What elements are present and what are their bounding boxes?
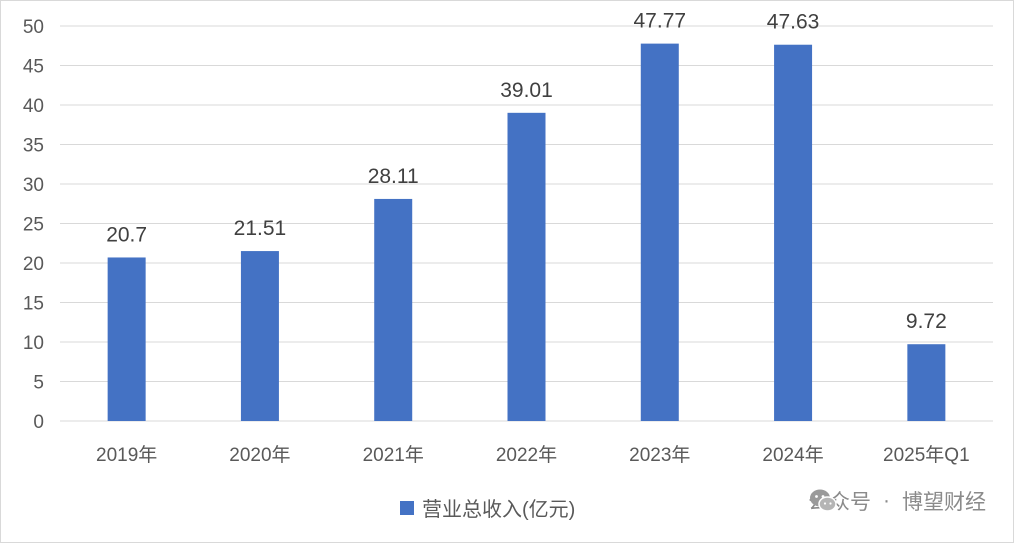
- watermark: 公众号 · 博望财经: [808, 486, 986, 516]
- y-tick-label: 25: [23, 215, 44, 236]
- x-tick-label: 2020年: [229, 444, 290, 466]
- y-tick-label: 15: [23, 294, 44, 315]
- bars: [107, 43, 946, 422]
- legend-swatch: [400, 500, 414, 515]
- data-label: 21.51: [234, 217, 287, 240]
- gridlines: [60, 25, 993, 422]
- bar: [507, 112, 546, 422]
- x-tick-label: 2024年: [762, 444, 823, 466]
- x-tick-label: 2025年Q1: [883, 444, 970, 466]
- y-tick-label: 10: [23, 333, 44, 354]
- x-tick-label: 2021年: [363, 444, 424, 466]
- x-tick-label: 2022年: [496, 444, 557, 466]
- y-tick-label: 20: [23, 254, 44, 275]
- bar: [240, 251, 279, 421]
- x-tick-label: 2023年: [629, 444, 690, 466]
- y-tick-label: 45: [23, 57, 44, 78]
- legend-label: 营业总收入(亿元): [422, 499, 576, 521]
- y-tick-label: 50: [23, 17, 44, 38]
- y-axis-ticks: 0 5 10 15 20 25 30 35 40 45 50: [23, 17, 44, 433]
- y-tick-label: 35: [23, 136, 44, 157]
- bar: [107, 257, 146, 421]
- y-tick-label: 0: [33, 412, 44, 433]
- y-tick-label: 5: [33, 373, 44, 394]
- data-label: 20.7: [106, 223, 147, 246]
- x-axis-ticks: 2019年 2020年 2021年 2022年 2023年 2024年 2025年Q1: [96, 444, 970, 466]
- wechat-icon: [810, 489, 837, 512]
- data-label: 47.63: [767, 11, 820, 34]
- bar: [907, 344, 946, 421]
- data-label: 28.11: [368, 165, 419, 188]
- bar: [640, 43, 679, 421]
- data-label: 39.01: [500, 79, 553, 102]
- watermark-name: 博望财经: [902, 491, 986, 514]
- y-tick-label: 40: [23, 96, 44, 117]
- watermark-separator: ·: [883, 489, 890, 512]
- bar: [774, 44, 813, 422]
- data-label: 9.72: [906, 310, 947, 333]
- x-tick-label: 2019年: [96, 444, 157, 466]
- legend: 营业总收入(亿元): [400, 493, 575, 522]
- data-labels: 20.7 21.51 28.11 39.01 47.77 47.63 9.72: [106, 10, 947, 334]
- y-tick-label: 30: [23, 175, 44, 196]
- bar: [374, 198, 413, 421]
- data-label: 47.77: [634, 10, 687, 33]
